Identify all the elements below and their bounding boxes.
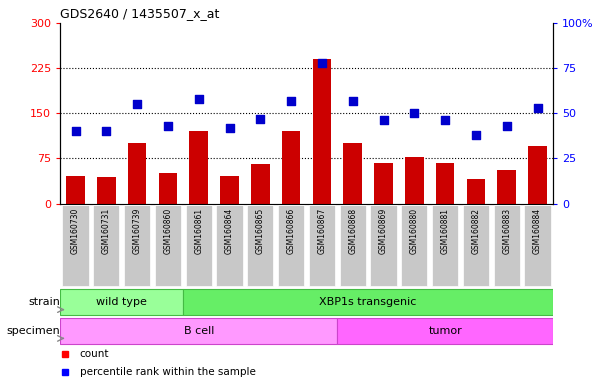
- Bar: [405, 157, 424, 204]
- Bar: [528, 146, 547, 204]
- Text: GSM160860: GSM160860: [163, 208, 172, 254]
- FancyBboxPatch shape: [93, 205, 120, 286]
- Point: [163, 123, 172, 129]
- Point: [255, 116, 265, 122]
- FancyBboxPatch shape: [186, 205, 212, 286]
- Bar: [467, 179, 485, 204]
- Text: GSM160864: GSM160864: [225, 208, 234, 254]
- FancyBboxPatch shape: [278, 205, 304, 286]
- Bar: [374, 162, 393, 204]
- FancyBboxPatch shape: [60, 318, 337, 344]
- Point: [317, 60, 327, 66]
- FancyBboxPatch shape: [525, 205, 551, 286]
- Text: strain: strain: [28, 297, 60, 308]
- Text: GSM160861: GSM160861: [194, 208, 203, 254]
- Text: GSM160869: GSM160869: [379, 208, 388, 254]
- Point: [532, 105, 542, 111]
- FancyBboxPatch shape: [493, 205, 520, 286]
- Bar: [66, 177, 85, 204]
- Text: GSM160865: GSM160865: [256, 208, 265, 254]
- FancyBboxPatch shape: [432, 205, 458, 286]
- Text: GSM160739: GSM160739: [133, 208, 142, 254]
- Point: [502, 123, 511, 129]
- Text: GSM160731: GSM160731: [102, 208, 111, 254]
- Bar: [313, 59, 331, 204]
- Text: GSM160884: GSM160884: [533, 208, 542, 254]
- Text: GSM160881: GSM160881: [441, 208, 450, 254]
- Bar: [159, 174, 177, 204]
- FancyBboxPatch shape: [247, 205, 273, 286]
- Point: [409, 110, 419, 116]
- FancyBboxPatch shape: [63, 205, 88, 286]
- FancyBboxPatch shape: [337, 318, 553, 344]
- Point: [348, 98, 358, 104]
- Text: GSM160730: GSM160730: [71, 208, 80, 254]
- FancyBboxPatch shape: [401, 205, 427, 286]
- Text: XBP1s transgenic: XBP1s transgenic: [319, 297, 417, 308]
- FancyBboxPatch shape: [309, 205, 335, 286]
- Text: GSM160866: GSM160866: [287, 208, 296, 254]
- Point: [132, 101, 142, 108]
- Bar: [189, 131, 208, 204]
- Text: GSM160883: GSM160883: [502, 208, 511, 254]
- Point: [194, 96, 204, 102]
- FancyBboxPatch shape: [124, 205, 150, 286]
- Bar: [97, 177, 115, 204]
- Point: [441, 118, 450, 124]
- FancyBboxPatch shape: [60, 290, 183, 315]
- Text: GSM160867: GSM160867: [317, 208, 326, 254]
- Bar: [436, 162, 454, 204]
- Bar: [344, 143, 362, 204]
- Point: [225, 125, 234, 131]
- Point: [286, 98, 296, 104]
- FancyBboxPatch shape: [463, 205, 489, 286]
- Bar: [221, 177, 239, 204]
- Text: GSM160882: GSM160882: [471, 208, 480, 254]
- Bar: [282, 131, 300, 204]
- Text: GSM160868: GSM160868: [348, 208, 357, 254]
- Text: percentile rank within the sample: percentile rank within the sample: [80, 366, 255, 377]
- Text: wild type: wild type: [96, 297, 147, 308]
- FancyBboxPatch shape: [340, 205, 366, 286]
- Text: GSM160880: GSM160880: [410, 208, 419, 254]
- Bar: [498, 170, 516, 204]
- Text: count: count: [80, 349, 109, 359]
- Text: GDS2640 / 1435507_x_at: GDS2640 / 1435507_x_at: [60, 7, 219, 20]
- Bar: [128, 143, 147, 204]
- Point: [71, 128, 81, 134]
- FancyBboxPatch shape: [370, 205, 397, 286]
- Point: [102, 128, 111, 134]
- Text: specimen: specimen: [7, 326, 60, 336]
- Bar: [251, 164, 270, 204]
- Point: [379, 118, 388, 124]
- Text: tumor: tumor: [429, 326, 462, 336]
- Text: B cell: B cell: [183, 326, 214, 336]
- FancyBboxPatch shape: [216, 205, 243, 286]
- FancyBboxPatch shape: [155, 205, 181, 286]
- FancyBboxPatch shape: [183, 290, 553, 315]
- Point: [471, 132, 481, 138]
